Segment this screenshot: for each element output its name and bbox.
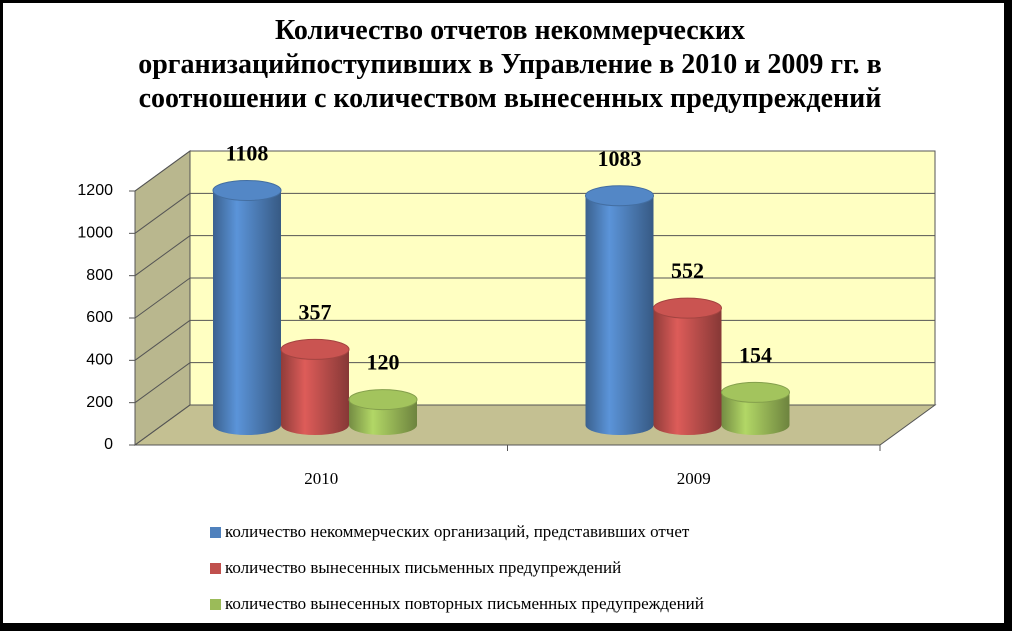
legend-label: количество вынесенных повторных письменн…: [225, 594, 704, 613]
grid-line: [134, 235, 191, 277]
x-tick-label: 2010: [304, 469, 338, 488]
y-tick-label: 1000: [77, 225, 113, 242]
legend-label: количество некоммерческих организаций, п…: [225, 522, 690, 541]
bar-top: [280, 338, 350, 360]
grid-line: [134, 404, 191, 446]
y-tick-label: 200: [86, 394, 113, 411]
y-tick-label: 800: [86, 267, 113, 284]
y-tick-label: 600: [86, 309, 113, 326]
legend-swatch: [210, 527, 221, 538]
y-tick-label: 400: [86, 352, 113, 369]
legend-label: количество вынесенных письменных предупр…: [225, 558, 621, 577]
bar: [653, 308, 722, 425]
y-tick-label: 1200: [77, 182, 113, 199]
grid-line: [134, 319, 191, 361]
value-label: 120: [367, 350, 400, 375]
bar-top: [348, 389, 418, 411]
bar: [585, 195, 654, 425]
value-label: 1083: [598, 146, 642, 171]
bar-top: [653, 297, 722, 319]
value-label: 154: [739, 342, 772, 367]
legend-swatch: [210, 599, 221, 610]
y-tick-label: 0: [104, 436, 113, 453]
bar-top: [212, 179, 282, 201]
value-label: 1108: [226, 141, 269, 166]
grid-line: [134, 192, 191, 234]
bar: [213, 190, 281, 425]
bar: [281, 349, 349, 425]
chart-title: Количество отчетов некоммерческих органи…: [138, 15, 882, 114]
grid-line: [134, 277, 191, 319]
grid-line: [134, 362, 191, 404]
value-label: 552: [671, 258, 704, 283]
bar-top: [721, 381, 790, 403]
bar-top: [585, 185, 654, 207]
legend-swatch: [210, 563, 221, 574]
grid-line: [134, 150, 191, 192]
x-tick-label: 2009: [677, 469, 711, 488]
value-label: 357: [299, 299, 332, 324]
